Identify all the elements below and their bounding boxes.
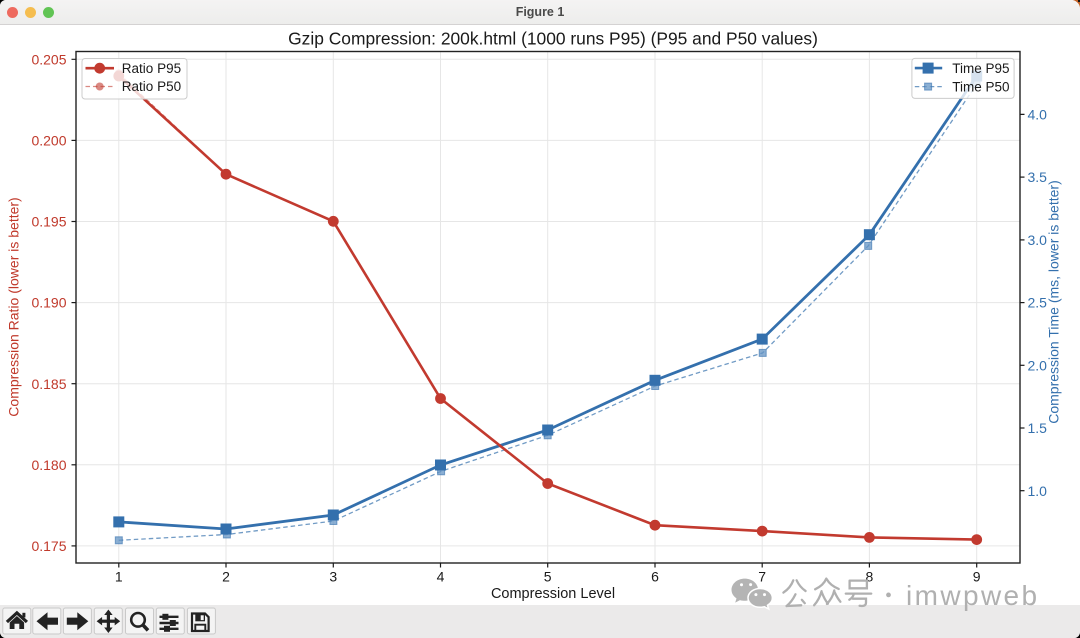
- svg-text:Ratio P50: Ratio P50: [122, 79, 181, 94]
- svg-text:0.195: 0.195: [31, 214, 66, 230]
- svg-text:Compression Time (ms, lower is: Compression Time (ms, lower is better): [1046, 180, 1062, 424]
- svg-text:1: 1: [115, 569, 123, 585]
- svg-text:0.190: 0.190: [31, 295, 66, 311]
- svg-text:6: 6: [651, 569, 659, 585]
- svg-text:0.180: 0.180: [31, 457, 66, 473]
- svg-text:0.200: 0.200: [31, 133, 66, 149]
- svg-text:Compression Level: Compression Level: [491, 586, 615, 602]
- svg-text:2: 2: [222, 569, 230, 585]
- svg-text:Gzip Compression: 200k.html (1: Gzip Compression: 200k.html (1000 runs P…: [288, 29, 818, 49]
- svg-text:5: 5: [544, 569, 552, 585]
- svg-text:Time P50: Time P50: [952, 79, 1009, 94]
- svg-text:2.0: 2.0: [1028, 357, 1048, 373]
- svg-text:2.5: 2.5: [1028, 295, 1048, 311]
- svg-text:3.0: 3.0: [1028, 232, 1048, 248]
- svg-text:0.175: 0.175: [31, 538, 66, 554]
- svg-text:Compression Ratio (lower is be: Compression Ratio (lower is better): [6, 197, 22, 416]
- svg-text:0.185: 0.185: [31, 376, 66, 392]
- svg-text:8: 8: [866, 569, 874, 585]
- svg-text:7: 7: [758, 569, 766, 585]
- svg-text:4.0: 4.0: [1028, 107, 1048, 123]
- svg-text:0.205: 0.205: [31, 51, 66, 67]
- svg-text:1.0: 1.0: [1028, 483, 1048, 499]
- svg-text:9: 9: [973, 569, 981, 585]
- svg-text:Time P95: Time P95: [952, 61, 1009, 76]
- svg-text:3.5: 3.5: [1028, 169, 1048, 185]
- svg-text:3: 3: [329, 569, 337, 585]
- svg-text:Ratio P95: Ratio P95: [122, 61, 181, 76]
- svg-text:4: 4: [437, 569, 445, 585]
- svg-text:1.5: 1.5: [1028, 420, 1048, 436]
